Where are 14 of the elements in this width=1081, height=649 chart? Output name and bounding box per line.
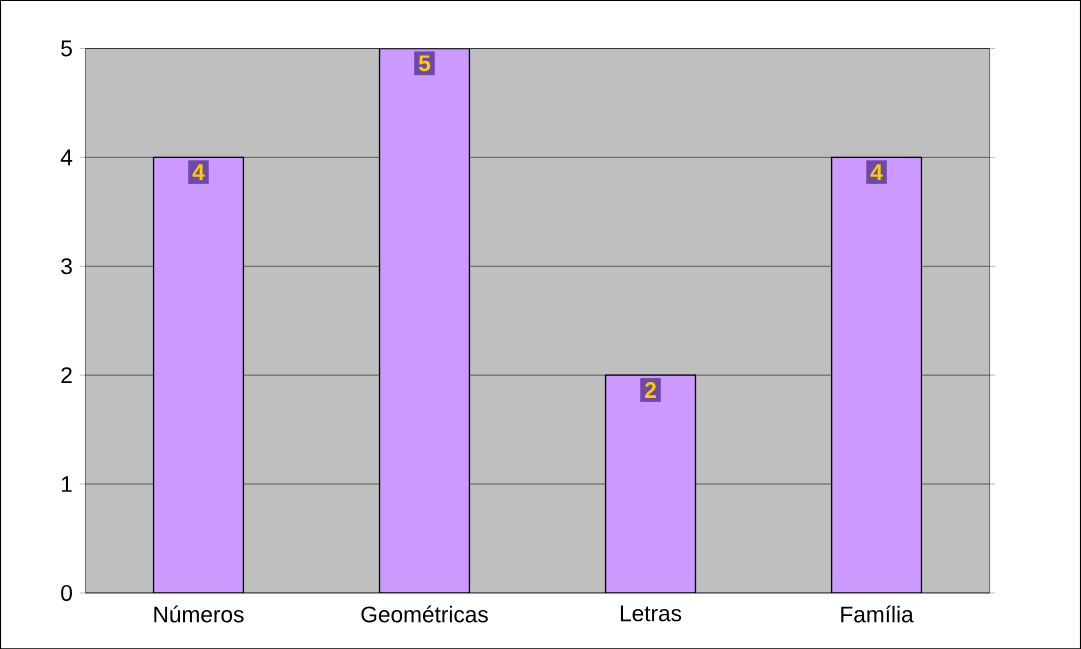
y-tick-label: 5 xyxy=(61,40,72,57)
y-tick-label: 2 xyxy=(61,367,72,383)
y-tick-label: 0 xyxy=(61,584,72,601)
y-tick-label: 4 xyxy=(60,149,73,165)
x-tick-label: Geométricas xyxy=(361,605,488,623)
data-label: 5 xyxy=(418,55,431,72)
data-label: 2 xyxy=(645,381,656,398)
data-label: 4 xyxy=(870,164,883,180)
x-tick-label: Números xyxy=(154,605,244,623)
y-tick-label: 1 xyxy=(61,476,72,492)
x-tick-label: Letras xyxy=(620,605,682,622)
y-tick-label: 3 xyxy=(61,258,72,275)
data-label: 4 xyxy=(192,164,205,180)
x-tick-label: Família xyxy=(841,605,914,623)
